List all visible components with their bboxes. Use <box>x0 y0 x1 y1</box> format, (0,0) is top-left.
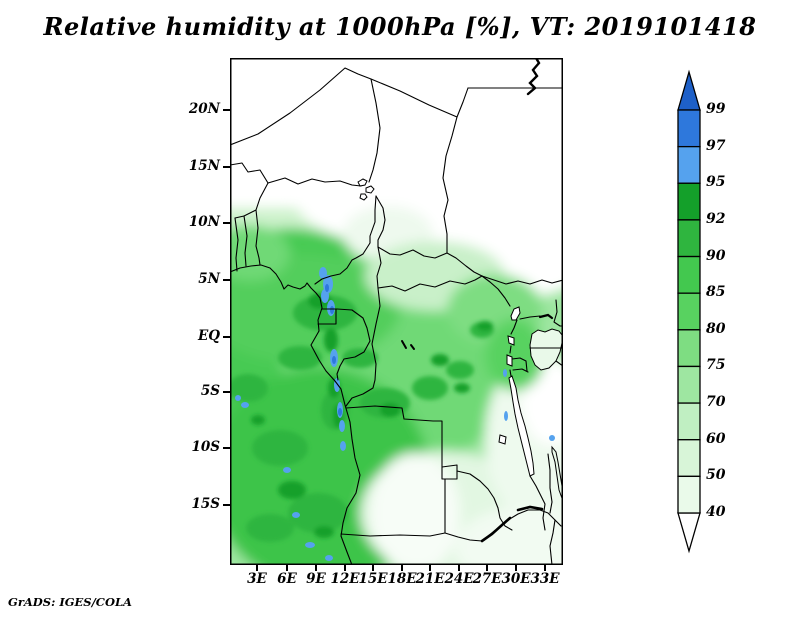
lat-tick-label: 5S <box>200 383 220 399</box>
lake-albert <box>510 306 521 321</box>
lon-tick-label: 15E <box>358 571 388 587</box>
lon-tick-label: 3E <box>247 571 267 587</box>
lon-tick-label: 6E <box>277 571 297 587</box>
lon-tick-label: 24E <box>444 571 474 587</box>
lat-tick <box>223 109 230 111</box>
lat-tick-label: 15N <box>188 158 220 174</box>
colorbar-label: 95 <box>706 174 726 191</box>
lake-kivu <box>506 354 513 367</box>
lake-malawi <box>551 445 563 502</box>
lon-tick-label: 9E <box>306 571 326 587</box>
lon-tick-label: 30E <box>501 571 531 587</box>
colorbar-label: 99 <box>706 101 726 117</box>
rivers <box>401 58 554 543</box>
lon-tick-label: 33E <box>530 571 560 587</box>
colorbar-label: 97 <box>706 137 726 154</box>
lat-tick <box>223 447 230 449</box>
lon-tick <box>515 565 517 571</box>
colorbar-label: 75 <box>706 357 726 374</box>
lat-tick-label: 20N <box>188 101 220 117</box>
colorbar-label: 50 <box>706 467 726 484</box>
colorbar-arrow-top <box>677 69 701 111</box>
colorbar-segment <box>677 402 701 441</box>
lon-tick <box>315 565 317 571</box>
lon-tick <box>372 565 374 571</box>
colorbar-segment <box>677 365 701 404</box>
colorbar-arrow-bottom <box>677 512 701 554</box>
lake-victoria <box>529 328 563 371</box>
colorbar-segment <box>677 439 701 478</box>
colorbar-segment <box>677 255 701 294</box>
high-humidity-spots <box>235 267 555 561</box>
lon-tick <box>286 565 288 571</box>
lake-edward <box>507 335 515 346</box>
lat-tick <box>223 504 230 506</box>
grads-credit: GrADS: IGES/COLA <box>8 595 132 609</box>
colorbar-segment <box>677 182 701 221</box>
plot-title: Relative humidity at 1000hPa [%], VT: 20… <box>43 12 757 41</box>
lat-tick-label: 15S <box>191 496 220 512</box>
colorbar-label: 92 <box>706 210 726 227</box>
lon-tick <box>458 565 460 571</box>
colorbar-segment <box>677 329 701 368</box>
lat-tick <box>223 166 230 168</box>
colorbar-label: 80 <box>706 320 726 337</box>
colorbar-segment <box>677 109 701 148</box>
lon-tick-label: 18E <box>387 571 417 587</box>
lat-tick <box>223 336 230 338</box>
colorbar-segment <box>677 145 701 184</box>
lon-tick <box>344 565 346 571</box>
lake-kyoga <box>538 313 554 320</box>
lat-tick <box>223 222 230 224</box>
coastline <box>230 264 361 565</box>
colorbar-label: 85 <box>706 284 726 301</box>
lon-tick-label: 12E <box>330 571 360 587</box>
lake-mai-ndombe <box>401 340 415 350</box>
colorbar-label: 70 <box>706 394 726 411</box>
lon-tick-label: 21E <box>415 571 445 587</box>
lat-tick <box>223 279 230 281</box>
lat-tick-label: EQ <box>197 328 220 344</box>
lon-tick <box>256 565 258 571</box>
lake-mweru <box>498 434 507 445</box>
lon-tick-label: 27E <box>472 571 502 587</box>
lake-kariba <box>516 505 544 512</box>
colorbar-segment <box>677 219 701 258</box>
colorbar-segment <box>677 475 701 514</box>
lat-tick <box>223 391 230 393</box>
lon-tick <box>429 565 431 571</box>
colorbar-segment <box>677 292 701 331</box>
colorbar-label: 60 <box>706 430 726 447</box>
lat-tick-label: 5N <box>198 271 220 287</box>
colorbar-label: 40 <box>706 504 726 520</box>
map-panel <box>230 58 563 565</box>
nile-river <box>526 58 541 96</box>
zambezi-river <box>480 516 512 543</box>
lon-tick <box>486 565 488 571</box>
colorbar-label: 90 <box>706 247 726 264</box>
country-borders <box>230 67 563 565</box>
map-plot <box>230 58 563 565</box>
lat-tick-label: 10N <box>188 214 220 230</box>
lon-tick <box>401 565 403 571</box>
map-frame <box>230 58 563 565</box>
lon-tick <box>544 565 546 571</box>
lat-tick-label: 10S <box>191 439 220 455</box>
